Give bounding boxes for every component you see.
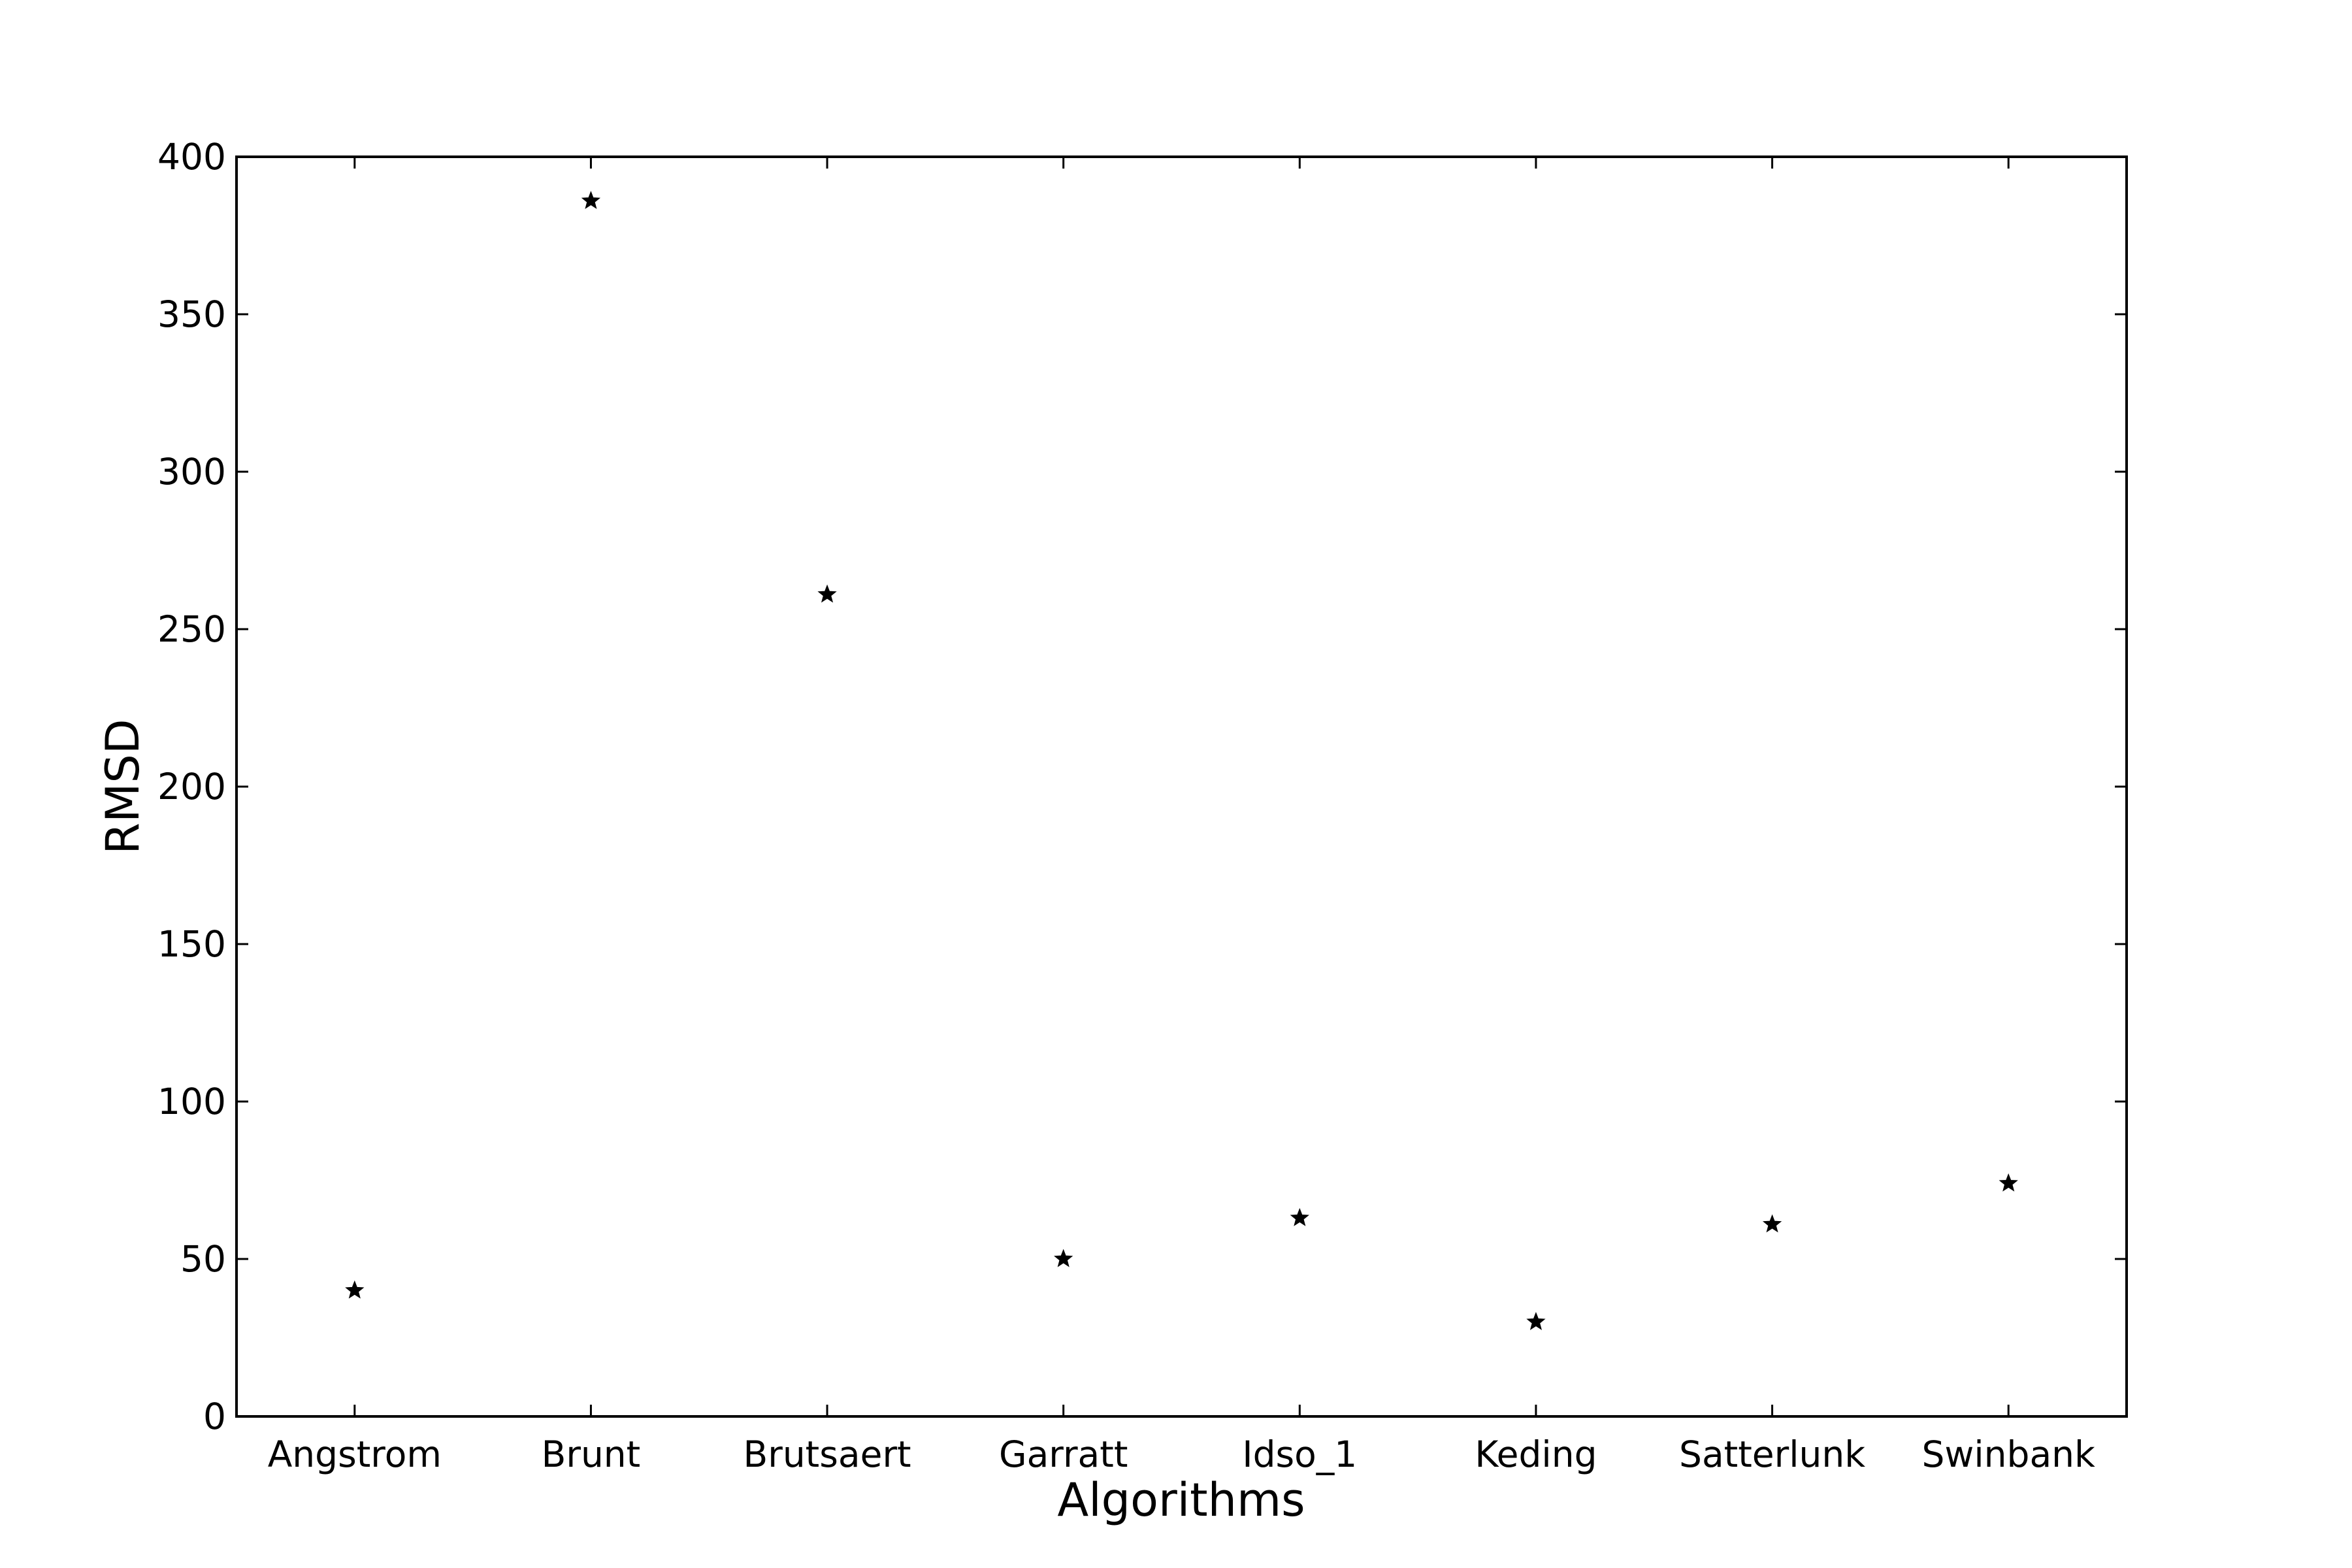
data-points: [345, 191, 2018, 1330]
data-point-brutsaert: [817, 584, 837, 603]
data-point-angstrom: [345, 1280, 365, 1299]
y-tick-label: 150: [157, 923, 226, 965]
x-tick-label: Satterlunk: [1679, 1433, 1865, 1475]
y-tick-label: 350: [157, 293, 226, 335]
y-tick-label: 400: [157, 136, 226, 178]
data-point-garratt: [1054, 1249, 1073, 1267]
y-tick-label: 250: [157, 608, 226, 650]
x-tick-label: Swinbank: [1922, 1433, 2096, 1475]
y-axis-ticks: 0 50 100 150 200 250 300 350 400: [157, 136, 2127, 1437]
y-tick-label: 300: [157, 451, 226, 493]
y-tick-label: 100: [157, 1081, 226, 1122]
x-tick-label: Brutsaert: [743, 1433, 911, 1475]
x-axis-ticks: Angstrom Brunt Brutsaert Garratt Idso_1 Kedin…: [268, 157, 2095, 1475]
plot-area-frame: [235, 155, 2128, 1418]
data-point-swinbank: [1999, 1173, 2018, 1192]
y-axis-label: RMSD: [96, 719, 150, 854]
data-point-brunt: [581, 191, 601, 209]
y-tick-label: 50: [180, 1238, 226, 1280]
x-tick-label: Brunt: [542, 1433, 641, 1475]
x-tick-label: Angstrom: [268, 1433, 442, 1475]
y-tick-label: 0: [203, 1396, 226, 1437]
x-tick-label: Keding: [1475, 1433, 1597, 1475]
x-tick-label: Idso_1: [1242, 1433, 1357, 1475]
x-tick-label: Garratt: [999, 1433, 1128, 1475]
data-point-satterlunk: [1762, 1214, 1782, 1233]
data-point-keding: [1526, 1312, 1546, 1330]
x-axis-label: Algorithms: [1057, 1473, 1305, 1527]
y-tick-label: 200: [157, 766, 226, 808]
data-point-idso-1: [1290, 1207, 1309, 1226]
